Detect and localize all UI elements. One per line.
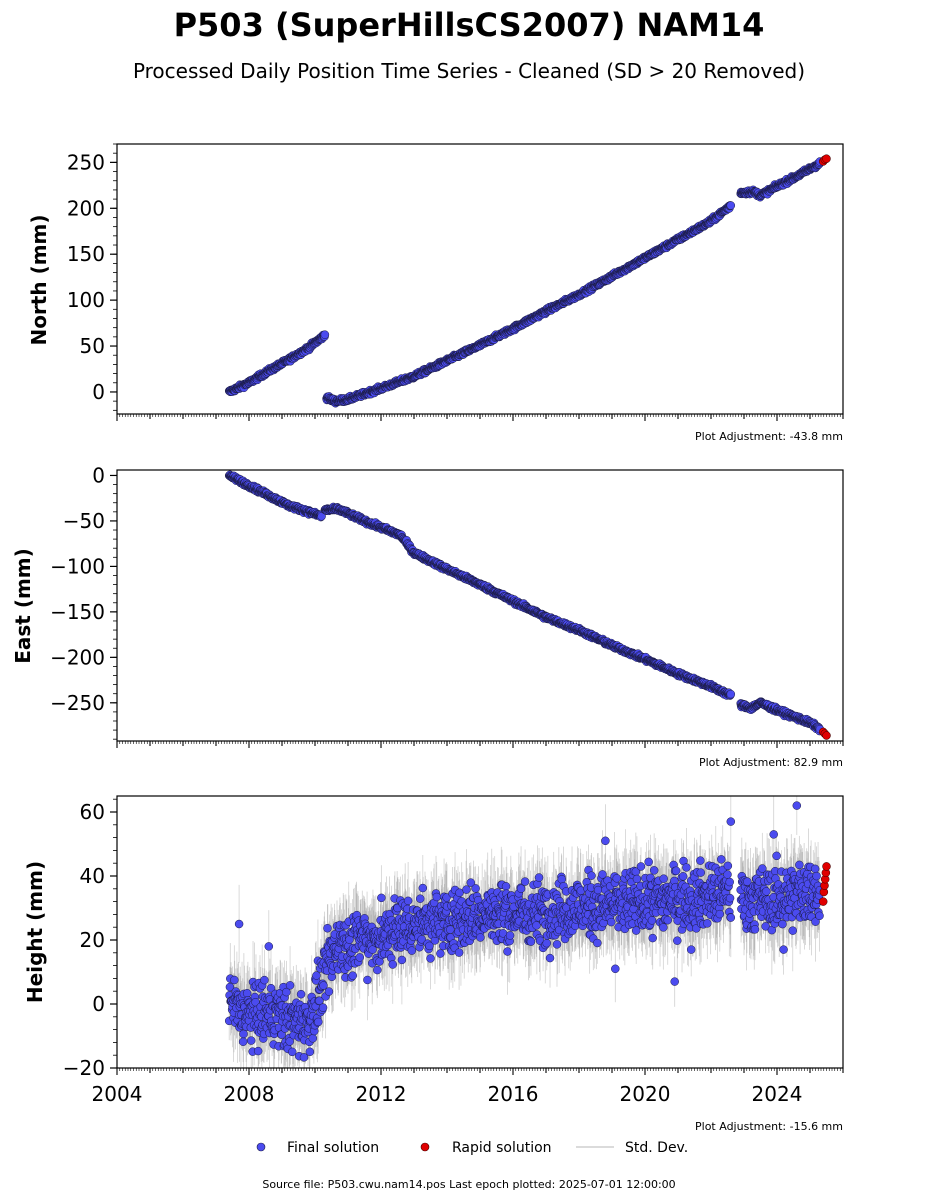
east-ytick-label: −50 [63,509,105,533]
chart-subtitle: Processed Daily Position Time Series - C… [133,59,805,83]
final-solution-point [320,330,330,339]
east-axes-frame [116,469,844,742]
final-solution-point [726,201,736,210]
east-ytick-label: −250 [50,691,105,715]
east-ytick-label: −200 [50,645,105,669]
east-ylabel: East (mm) [11,548,35,664]
north-ytick-label: 100 [67,288,105,312]
north-ytick-label: 250 [67,150,105,174]
north-ytick-label: 50 [80,334,105,358]
east-plot-adjustment: Plot Adjustment: 82.9 mm [699,756,843,769]
chart-title: P503 (SuperHillsCS2007) NAM14 [174,6,765,44]
north-panel: 0 50 100 150 200 250 North (mm) Plot Adjustme… [27,143,844,443]
final-solution-point [726,689,736,699]
north-ylabel: North (mm) [27,214,51,345]
east-ytick-label: −150 [50,600,105,624]
east-ytick-label: 0 [92,463,105,487]
north-axes-frame [116,143,844,415]
east-ytick-label: −100 [50,554,105,578]
east-panel: 0 −50 −100 −150 −200 −250 East (mm) Plot Adju… [11,463,844,769]
rapid-solution-point [822,154,831,163]
north-ytick-label: 0 [92,380,105,404]
north-ytick-label: 150 [67,242,105,266]
north-plot-adjustment: Plot Adjustment: -43.8 mm [695,430,843,443]
rapid-solution-point [822,731,831,740]
north-ytick-label: 200 [67,196,105,220]
